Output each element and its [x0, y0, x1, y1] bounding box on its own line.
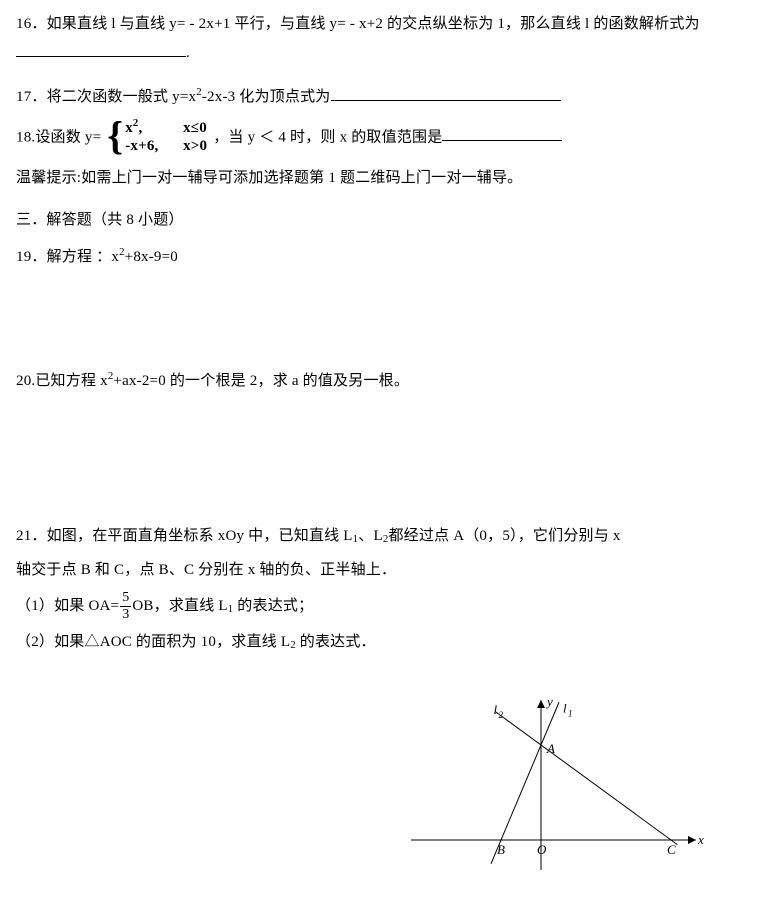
q21-p1-a: （1）如果 OA=: [16, 597, 119, 613]
question-17: 17．将二次函数一般式 y=x2-2x-3 化为顶点式为: [16, 83, 741, 112]
q21-fraction: 53: [120, 591, 131, 622]
q21-p2-a: （2）如果△AOC 的面积为 10，求直线 L: [16, 634, 290, 650]
question-16: 16．如果直线 l 与直线 y= ‑ 2x+1 平行，与直线 y= ‑ x+2 …: [16, 10, 741, 67]
svg-text:O: O: [537, 842, 547, 857]
q18-blank: [442, 126, 562, 141]
q19-number: 19．: [16, 249, 47, 265]
q21-l1a: 如图，在平面直角坐标系 xOy 中，已知直线 L: [47, 528, 353, 544]
svg-text:B: B: [497, 842, 505, 857]
q18-number: 18.: [16, 129, 35, 145]
q18-case1-l: x: [125, 120, 133, 136]
q17-exp: 2: [196, 86, 202, 98]
q18-piecewise: { x2, x≤0 -x+6, x>0: [107, 118, 207, 158]
svg-text:l: l: [494, 702, 498, 717]
q16-blank: [16, 42, 186, 57]
spacer: [16, 402, 741, 522]
q20-rest: +ax-2=0 的一个根是 2，求 a 的值及另一根。: [113, 373, 409, 389]
svg-text:2: 2: [499, 710, 504, 720]
q16-text: 如果直线 l 与直线 y= ‑ 2x+1 平行，与直线 y= ‑ x+2 的交点…: [47, 16, 700, 32]
q18-cases: x2, x≤0 -x+6, x>0: [125, 120, 207, 155]
page: 16．如果直线 l 与直线 y= ‑ 2x+1 平行，与直线 y= ‑ x+2 …: [0, 0, 757, 678]
q21-p1-b: OB，求直线 L: [132, 597, 227, 613]
q18-prefix: 设函数 y=: [35, 129, 101, 145]
q18-case1-exp: 2: [133, 117, 139, 129]
svg-text:1: 1: [568, 708, 573, 718]
q18-case1-cond: x≤0: [183, 120, 207, 136]
q21-line2: 轴交于点 B 和 C，点 B、C 分别在 x 轴的负、正半轴上．: [16, 556, 741, 585]
q18-case2: -x+6, x>0: [125, 138, 207, 154]
q21-part2: （2）如果△AOC 的面积为 10，求直线 L2 的表达式．: [16, 628, 741, 657]
question-21: 21．如图，在平面直角坐标系 xOy 中，已知直线 L1、L2都经过点 A（0，…: [16, 522, 741, 551]
q20-exp: 2: [108, 370, 114, 382]
q20-number: 20.: [16, 373, 35, 389]
q17-text-a: 将二次函数一般式 y=x: [47, 89, 197, 105]
svg-text:A: A: [546, 741, 555, 756]
q18-case2-cond: x>0: [183, 138, 207, 154]
tip-text: 温馨提示:如需上门一对一辅导可添加选择题第 1 题二维码上门一对一辅导。: [16, 170, 522, 186]
q17-number: 17．: [16, 89, 47, 105]
spacer: [16, 277, 741, 367]
q17-text-b: -2x-3 化为顶点式为: [202, 89, 331, 105]
svg-text:x: x: [697, 832, 704, 847]
brace-icon: {: [107, 116, 125, 156]
q16-number: 16．: [16, 16, 47, 32]
svg-text:l: l: [563, 700, 567, 715]
section-3-title: 三．解答题（共 8 小题）: [16, 206, 741, 235]
q18-case1-comma: ,: [139, 120, 143, 136]
q21-p1-c: 的表达式；: [233, 597, 313, 613]
svg-text:y: y: [545, 694, 553, 709]
q19-rest: +8x-9=0: [125, 249, 178, 265]
question-18: 18.设函数 y= { x2, x≤0 -x+6, x>0 ，当 y ＜ 4 时…: [16, 118, 741, 158]
q18-case2-l: -x+6,: [125, 138, 175, 155]
q16-period: .: [186, 45, 190, 61]
q21-line2-text: 轴交于点 B 和 C，点 B、C 分别在 x 轴的负、正半轴上．: [16, 562, 396, 578]
q19-text: 解方程 ：x: [47, 249, 119, 265]
frac-den: 3: [120, 607, 131, 622]
q19-exp: 2: [119, 246, 125, 258]
q21-p1-sub: 1: [228, 603, 234, 615]
q21-sub1: 1: [353, 533, 359, 545]
q21-p2-sub: 2: [290, 639, 296, 651]
q17-blank: [331, 86, 561, 101]
q21-l1c: 都经过点 A（0，5），它们分别与 x: [388, 528, 620, 544]
page-container: 16．如果直线 l 与直线 y= ‑ 2x+1 平行，与直线 y= ‑ x+2 …: [0, 0, 757, 678]
q18-tip: 温馨提示:如需上门一对一辅导可添加选择题第 1 题二维码上门一对一辅导。: [16, 164, 741, 193]
question-19: 19．解方程 ：x2+8x-9=0: [16, 243, 741, 272]
q18-case1: x2, x≤0: [125, 120, 207, 136]
section-3-text: 三．解答题（共 8 小题）: [16, 212, 184, 228]
q20-text: 已知方程 x: [35, 373, 107, 389]
frac-num: 5: [120, 591, 131, 607]
coordinate-plane-svg: yxOABCl1l2: [401, 690, 711, 880]
q21-p2-b: 的表达式．: [296, 634, 376, 650]
question-20: 20.已知方程 x2+ax-2=0 的一个根是 2，求 a 的值及另一根。: [16, 367, 741, 396]
q18-after: ，当 y ＜ 4 时，则 x 的取值范围是: [213, 129, 442, 145]
q21-number: 21．: [16, 528, 47, 544]
q21-l1b: 、L: [358, 528, 383, 544]
svg-text:C: C: [667, 842, 676, 857]
q21-sub2: 2: [383, 533, 389, 545]
q21-part1: （1）如果 OA=53OB，求直线 L1 的表达式；: [16, 591, 741, 622]
spacer: [16, 73, 741, 83]
q21-figure: yxOABCl1l2: [401, 690, 711, 885]
